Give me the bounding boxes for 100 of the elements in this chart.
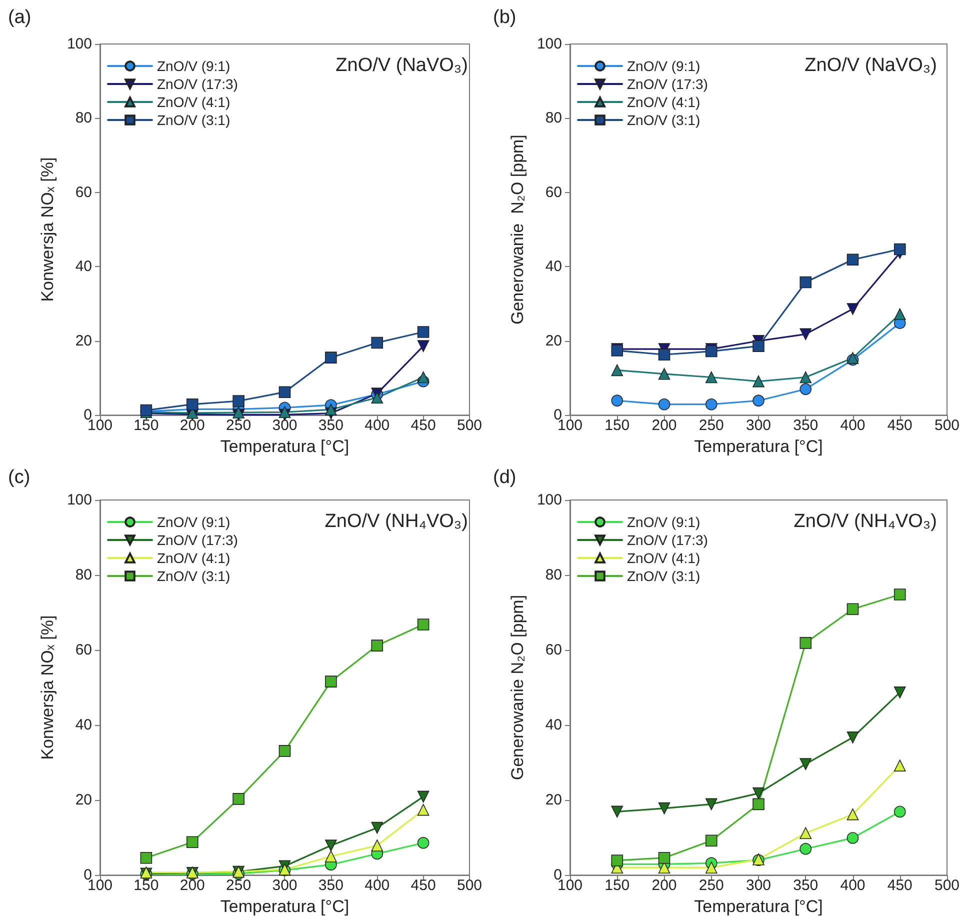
- x-tick-label: 300: [272, 417, 298, 434]
- y-tick-label: 20: [75, 332, 92, 350]
- legend-label: ZnO/V (3:1): [157, 568, 230, 584]
- point: [752, 798, 764, 810]
- legend-label: ZnO/V (4:1): [157, 94, 230, 110]
- point: [705, 371, 718, 384]
- legend-label: ZnO/V (9:1): [627, 58, 700, 74]
- point: [846, 254, 859, 266]
- point: [417, 618, 430, 630]
- legend-label: ZnO/V (3:1): [627, 112, 700, 128]
- point: [325, 840, 337, 852]
- point: [417, 836, 430, 849]
- point: [800, 758, 812, 770]
- point: [846, 303, 859, 315]
- x-tick-label: 500: [934, 417, 960, 434]
- y-tick-label: 60: [75, 184, 92, 201]
- point: [752, 394, 764, 407]
- legend-label: ZnO/V (4:1): [627, 94, 700, 110]
- y-axis-title: Generowanie N₂O [ppm]: [508, 594, 528, 780]
- legend-label: ZnO/V (4:1): [157, 550, 230, 566]
- point: [325, 850, 337, 862]
- y-tick-label: 40: [545, 716, 562, 734]
- point: [186, 836, 198, 848]
- x-tick-label: 200: [652, 417, 677, 434]
- x-tick-label: 350: [318, 417, 344, 434]
- legend-label: ZnO/V (9:1): [627, 514, 700, 530]
- point: [278, 745, 291, 757]
- y-tick-label: 20: [545, 792, 562, 809]
- point: [186, 398, 198, 410]
- x-tick-label: 300: [272, 877, 298, 894]
- point: [705, 834, 718, 846]
- point: [140, 852, 152, 864]
- y-tick-label: 60: [545, 642, 562, 659]
- x-tick-label: 250: [698, 877, 724, 894]
- annotation: ZnO/V (NaVO₃): [336, 55, 468, 76]
- point: [371, 822, 384, 834]
- x-axis-title: Temperatura [°C]: [694, 437, 823, 456]
- point: [371, 840, 384, 852]
- point: [658, 802, 670, 814]
- point: [894, 806, 906, 818]
- y-tick-label: 80: [75, 110, 92, 127]
- point: [611, 854, 624, 866]
- y-tick-label: 80: [545, 566, 562, 584]
- x-tick-label: 450: [887, 877, 912, 894]
- legend-label: ZnO/V (17:3): [627, 532, 708, 548]
- point: [846, 808, 859, 820]
- y-tick-label: 100: [536, 492, 562, 508]
- x-tick-label: 150: [134, 417, 159, 434]
- x-tick-label: 200: [180, 417, 205, 434]
- x-tick-label: 150: [134, 877, 159, 894]
- point: [800, 637, 812, 649]
- chart-title: (c): [8, 467, 30, 488]
- point: [278, 386, 291, 398]
- y-tick-label: 80: [75, 566, 92, 584]
- x-axis-title: Temperatura [°C]: [220, 897, 350, 916]
- y-tick-label: 100: [66, 36, 92, 52]
- point: [417, 371, 430, 384]
- x-tick-label: 400: [840, 877, 866, 894]
- point: [371, 392, 384, 404]
- y-axis-title: Generowanie N₂O [ppm]: [508, 134, 528, 325]
- point: [417, 790, 430, 803]
- point: [611, 806, 624, 818]
- point: [752, 375, 764, 388]
- point: [894, 686, 906, 698]
- point: [232, 406, 244, 418]
- y-tick-label: 60: [545, 184, 562, 201]
- y-tick-label: 100: [536, 36, 562, 52]
- x-tick-label: 300: [746, 417, 772, 434]
- y-tick-label: 40: [75, 258, 92, 276]
- point: [371, 640, 384, 652]
- point: [752, 787, 764, 800]
- x-axis-title: Temperatura [°C]: [694, 897, 823, 916]
- x-tick-label: 400: [364, 417, 390, 434]
- x-tick-label: 450: [410, 417, 436, 434]
- point: [705, 862, 718, 874]
- point: [894, 308, 906, 320]
- x-tick-label: 450: [887, 417, 912, 434]
- point: [232, 395, 244, 407]
- point: [800, 371, 812, 384]
- point: [705, 398, 718, 410]
- x-tick-label: 400: [364, 877, 390, 894]
- point: [278, 406, 291, 418]
- y-tick-label: 40: [75, 716, 92, 734]
- point: [800, 276, 812, 288]
- point: [611, 394, 624, 407]
- point: [371, 336, 384, 349]
- legend-label: ZnO/V (3:1): [627, 568, 700, 584]
- x-axis-title: Temperatura [°C]: [220, 437, 350, 456]
- legend-label: ZnO/V (17:3): [157, 532, 238, 548]
- point: [611, 364, 624, 376]
- y-tick-label: 60: [75, 642, 92, 659]
- point: [800, 842, 812, 855]
- chart-title: (a): [8, 7, 32, 28]
- x-tick-label: 350: [793, 877, 818, 894]
- x-tick-label: 500: [934, 877, 960, 894]
- x-tick-label: 200: [180, 877, 205, 894]
- point: [800, 328, 812, 340]
- point: [894, 243, 906, 256]
- annotation: ZnO/V (NaVO₃): [804, 55, 938, 76]
- legend-label: ZnO/V (9:1): [157, 514, 230, 530]
